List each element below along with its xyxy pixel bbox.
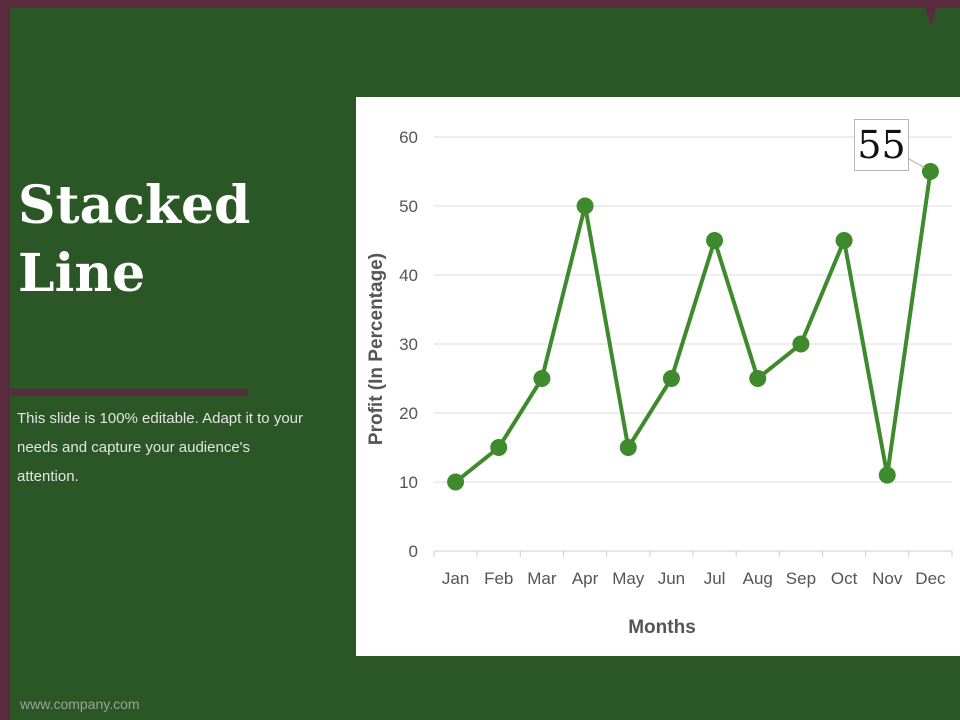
line-chart: 0 10 20 30 40 50 60 Jan Feb Mar Apr May Jun Jul Aug Sep… (366, 128, 953, 638)
x-tick-label: Oct (831, 569, 858, 588)
x-tick-label: Aug (743, 569, 773, 588)
y-axis-title: Profit (In Percentage) (366, 253, 387, 445)
data-point-jul (706, 232, 724, 249)
x-tick-label: Apr (572, 569, 599, 588)
x-tick-label: Jun (658, 569, 685, 588)
data-point-may (619, 439, 637, 456)
data-point-sep (792, 335, 810, 353)
x-tick-label: Sep (786, 569, 816, 588)
title-line-2: Line (18, 243, 146, 304)
data-callout-box: 55 (854, 119, 909, 171)
data-point-apr (576, 197, 594, 215)
y-tick-label: 50 (399, 197, 418, 216)
x-tick-label: Nov (872, 569, 903, 588)
x-tick-label: Dec (915, 569, 946, 588)
x-tick-label: May (612, 569, 645, 588)
callout-leader-line (908, 158, 925, 168)
x-tick-label: Mar (527, 569, 557, 588)
data-point-nov (878, 466, 896, 484)
x-tick-label: Feb (484, 569, 513, 588)
y-tick-label: 40 (399, 266, 418, 285)
series-line (453, 169, 933, 484)
data-point-jun (662, 370, 680, 387)
x-axis-title: Months (628, 617, 696, 638)
y-tick-label: 30 (399, 335, 418, 354)
y-tick-label: 20 (399, 404, 418, 423)
data-point-mar (533, 370, 551, 387)
data-point-jan (447, 473, 465, 491)
footer-url: www.company.com (20, 696, 140, 712)
title-line-1: Stacked (18, 175, 251, 236)
x-tick-label: Jul (704, 569, 726, 588)
data-point-oct (835, 232, 853, 249)
slide-title: Stacked Line (18, 172, 338, 308)
data-point-dec (921, 163, 939, 180)
y-tick-label: 10 (399, 473, 418, 492)
slide-description: This slide is 100% editable. Adapt it to… (17, 410, 303, 485)
x-tick-label: Jan (442, 569, 469, 588)
y-tick-label: 60 (399, 128, 418, 147)
title-divider (10, 389, 248, 396)
chart-panel: 0 10 20 30 40 50 60 Jan Feb Mar Apr May Jun Jul Aug Sep… (356, 97, 960, 656)
data-point-feb (490, 439, 508, 456)
y-tick-label: 0 (409, 542, 418, 561)
data-point-aug (749, 370, 767, 387)
